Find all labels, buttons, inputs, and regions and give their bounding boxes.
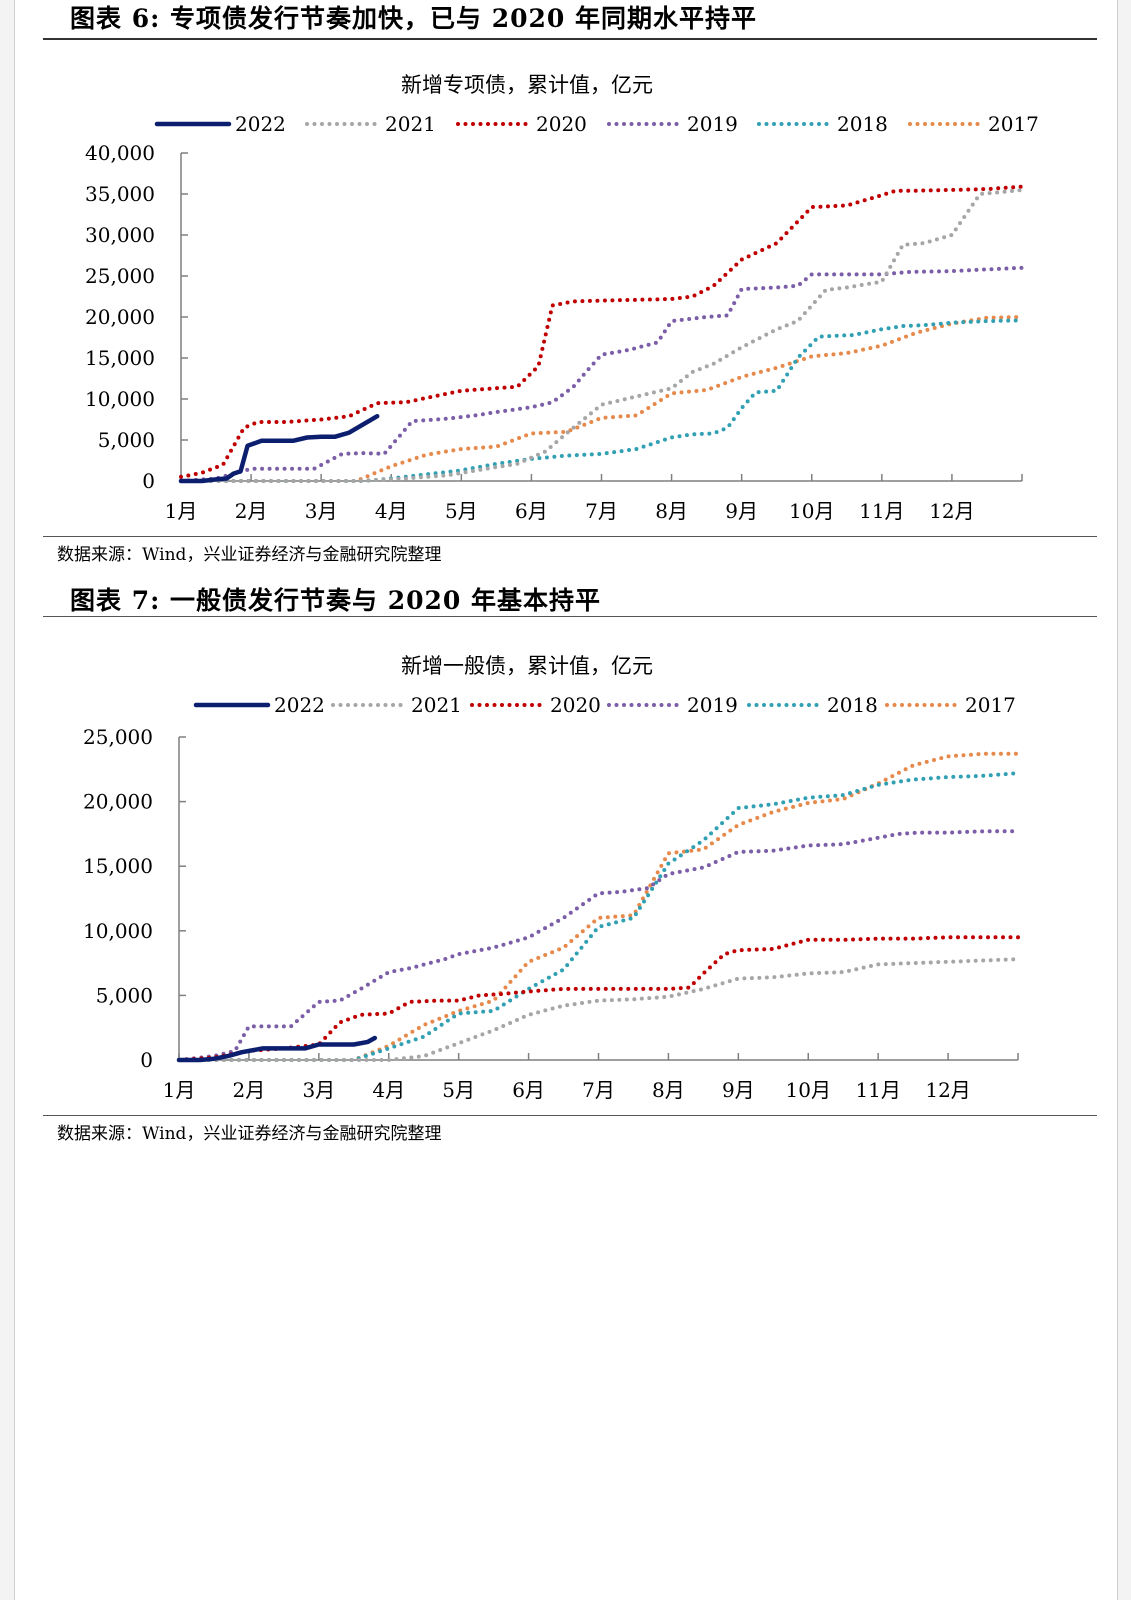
- chart-title: 新增一般债，累计值，亿元: [401, 654, 653, 678]
- x-tick-label: 12月: [925, 1078, 970, 1102]
- x-tick-label: 9月: [722, 1078, 755, 1102]
- y-tick-label: 15,000: [83, 854, 153, 878]
- x-tick-label: 4月: [372, 1078, 405, 1102]
- figure-7-title-rule: [43, 616, 1097, 617]
- x-tick-label: 7月: [585, 499, 618, 523]
- x-tick-label: 3月: [302, 1078, 335, 1102]
- legend-label-2017: 2017: [988, 112, 1039, 136]
- series-line-2018: [177, 771, 1020, 1062]
- y-tick-label: 5,000: [98, 428, 155, 452]
- x-tick-label: 4月: [375, 499, 408, 523]
- series-line-2021: [179, 187, 1024, 483]
- chart-title: 新增专项债，累计值，亿元: [401, 73, 653, 97]
- x-tick-label: 6月: [515, 499, 548, 523]
- x-tick-label: 10月: [786, 1078, 831, 1102]
- figure-7-title: 图表 7: 一般债发行节奏与 2020 年基本持平: [70, 586, 602, 615]
- legend-label-2020: 2020: [550, 693, 601, 717]
- x-tick-label: 9月: [725, 499, 758, 523]
- series-line-2017: [177, 751, 1020, 1062]
- figure-6-title: 图表 6: 专项债发行节奏加快，已与 2020 年同期水平持平: [70, 4, 758, 33]
- x-tick-label: 5月: [445, 499, 478, 523]
- legend-label-2021: 2021: [385, 112, 436, 136]
- x-tick-label: 2月: [233, 1078, 266, 1102]
- y-tick-label: 20,000: [83, 790, 153, 814]
- legend-label-2018: 2018: [827, 693, 878, 717]
- legend-label-2022: 2022: [274, 693, 325, 717]
- y-tick-label: 30,000: [85, 223, 155, 247]
- series-line-2020: [179, 184, 1024, 479]
- special-bond-cumulative-chart: 新增专项债，累计值，亿元 2022 2021 2020 2019 2018 2017 0 5…: [85, 73, 1039, 523]
- y-tick-label: 0: [140, 1048, 153, 1072]
- x-tick-label: 6月: [512, 1078, 545, 1102]
- y-tick-label: 35,000: [85, 182, 155, 206]
- y-tick-label: 20,000: [85, 305, 155, 329]
- chart-legend: 2022 2021 2020 2019 2018 2017: [154, 112, 1039, 136]
- x-tick-label: 3月: [305, 499, 338, 523]
- x-tick-label: 5月: [442, 1078, 475, 1102]
- x-tick-label: 1月: [165, 499, 198, 523]
- y-tick-label: 5,000: [96, 983, 153, 1007]
- series-line-2022: [176, 1035, 378, 1063]
- y-tick-label: 25,000: [83, 725, 153, 749]
- x-tick-label: 11月: [859, 499, 904, 523]
- series-line-2022: [178, 413, 380, 484]
- x-tick-label: 7月: [582, 1078, 615, 1102]
- y-tick-label: 10,000: [85, 387, 155, 411]
- figure-6-source-note: 数据来源：Wind，兴业证券经济与金融研究院整理: [57, 545, 442, 565]
- chart-series: [178, 184, 1024, 484]
- x-tick-label: 2月: [235, 499, 268, 523]
- figure-6-title-rule: [43, 38, 1097, 40]
- chart-legend: 2022 2021 2020 2019 2018 2017: [193, 693, 1016, 717]
- legend-label-2020: 2020: [536, 112, 587, 136]
- x-tick-label: 1月: [163, 1078, 196, 1102]
- legend-label-2021: 2021: [411, 693, 462, 717]
- x-tick-label: 10月: [789, 499, 834, 523]
- y-tick-label: 0: [142, 469, 155, 493]
- series-line-2021: [177, 957, 1020, 1062]
- legend-label-2017: 2017: [965, 693, 1016, 717]
- report-page: 图表 6: 专项债发行节奏加快，已与 2020 年同期水平持平 新增专项债，累计…: [14, 0, 1118, 1600]
- figure-7-bottom-rule: [43, 1115, 1097, 1116]
- x-tick-label: 11月: [855, 1078, 900, 1102]
- series-line-2019: [177, 829, 1020, 1062]
- figure-6-bottom-rule: [43, 536, 1097, 537]
- y-tick-label: 40,000: [85, 141, 155, 165]
- general-bond-cumulative-chart: 新增一般债，累计值，亿元 2022 2021 2020 2019 2018 2017 0 5…: [83, 654, 1020, 1102]
- x-tick-label: 8月: [655, 499, 688, 523]
- chart-axes: 0 5,000 10,000 15,000 20,000 25,000 30,000 35,0…: [85, 141, 1023, 523]
- series-line-2020: [177, 935, 1020, 1062]
- y-tick-label: 10,000: [83, 919, 153, 943]
- chart-series: [176, 751, 1020, 1063]
- legend-label-2019: 2019: [687, 693, 738, 717]
- x-tick-label: 8月: [652, 1078, 685, 1102]
- x-tick-label: 12月: [929, 499, 974, 523]
- y-tick-label: 15,000: [85, 346, 155, 370]
- y-tick-label: 25,000: [85, 264, 155, 288]
- legend-label-2022: 2022: [235, 112, 286, 136]
- legend-label-2018: 2018: [837, 112, 888, 136]
- legend-label-2019: 2019: [687, 112, 738, 136]
- chart-axes: 0 5,000 10,000 15,000 20,000 25,000 1月 2月 3月 4月 5月…: [83, 725, 1019, 1102]
- series-line-2017: [179, 315, 1024, 483]
- figure-7-source-note: 数据来源：Wind，兴业证券经济与金融研究院整理: [57, 1124, 442, 1144]
- series-line-2019: [179, 265, 1024, 483]
- series-line-2018: [179, 318, 1024, 483]
